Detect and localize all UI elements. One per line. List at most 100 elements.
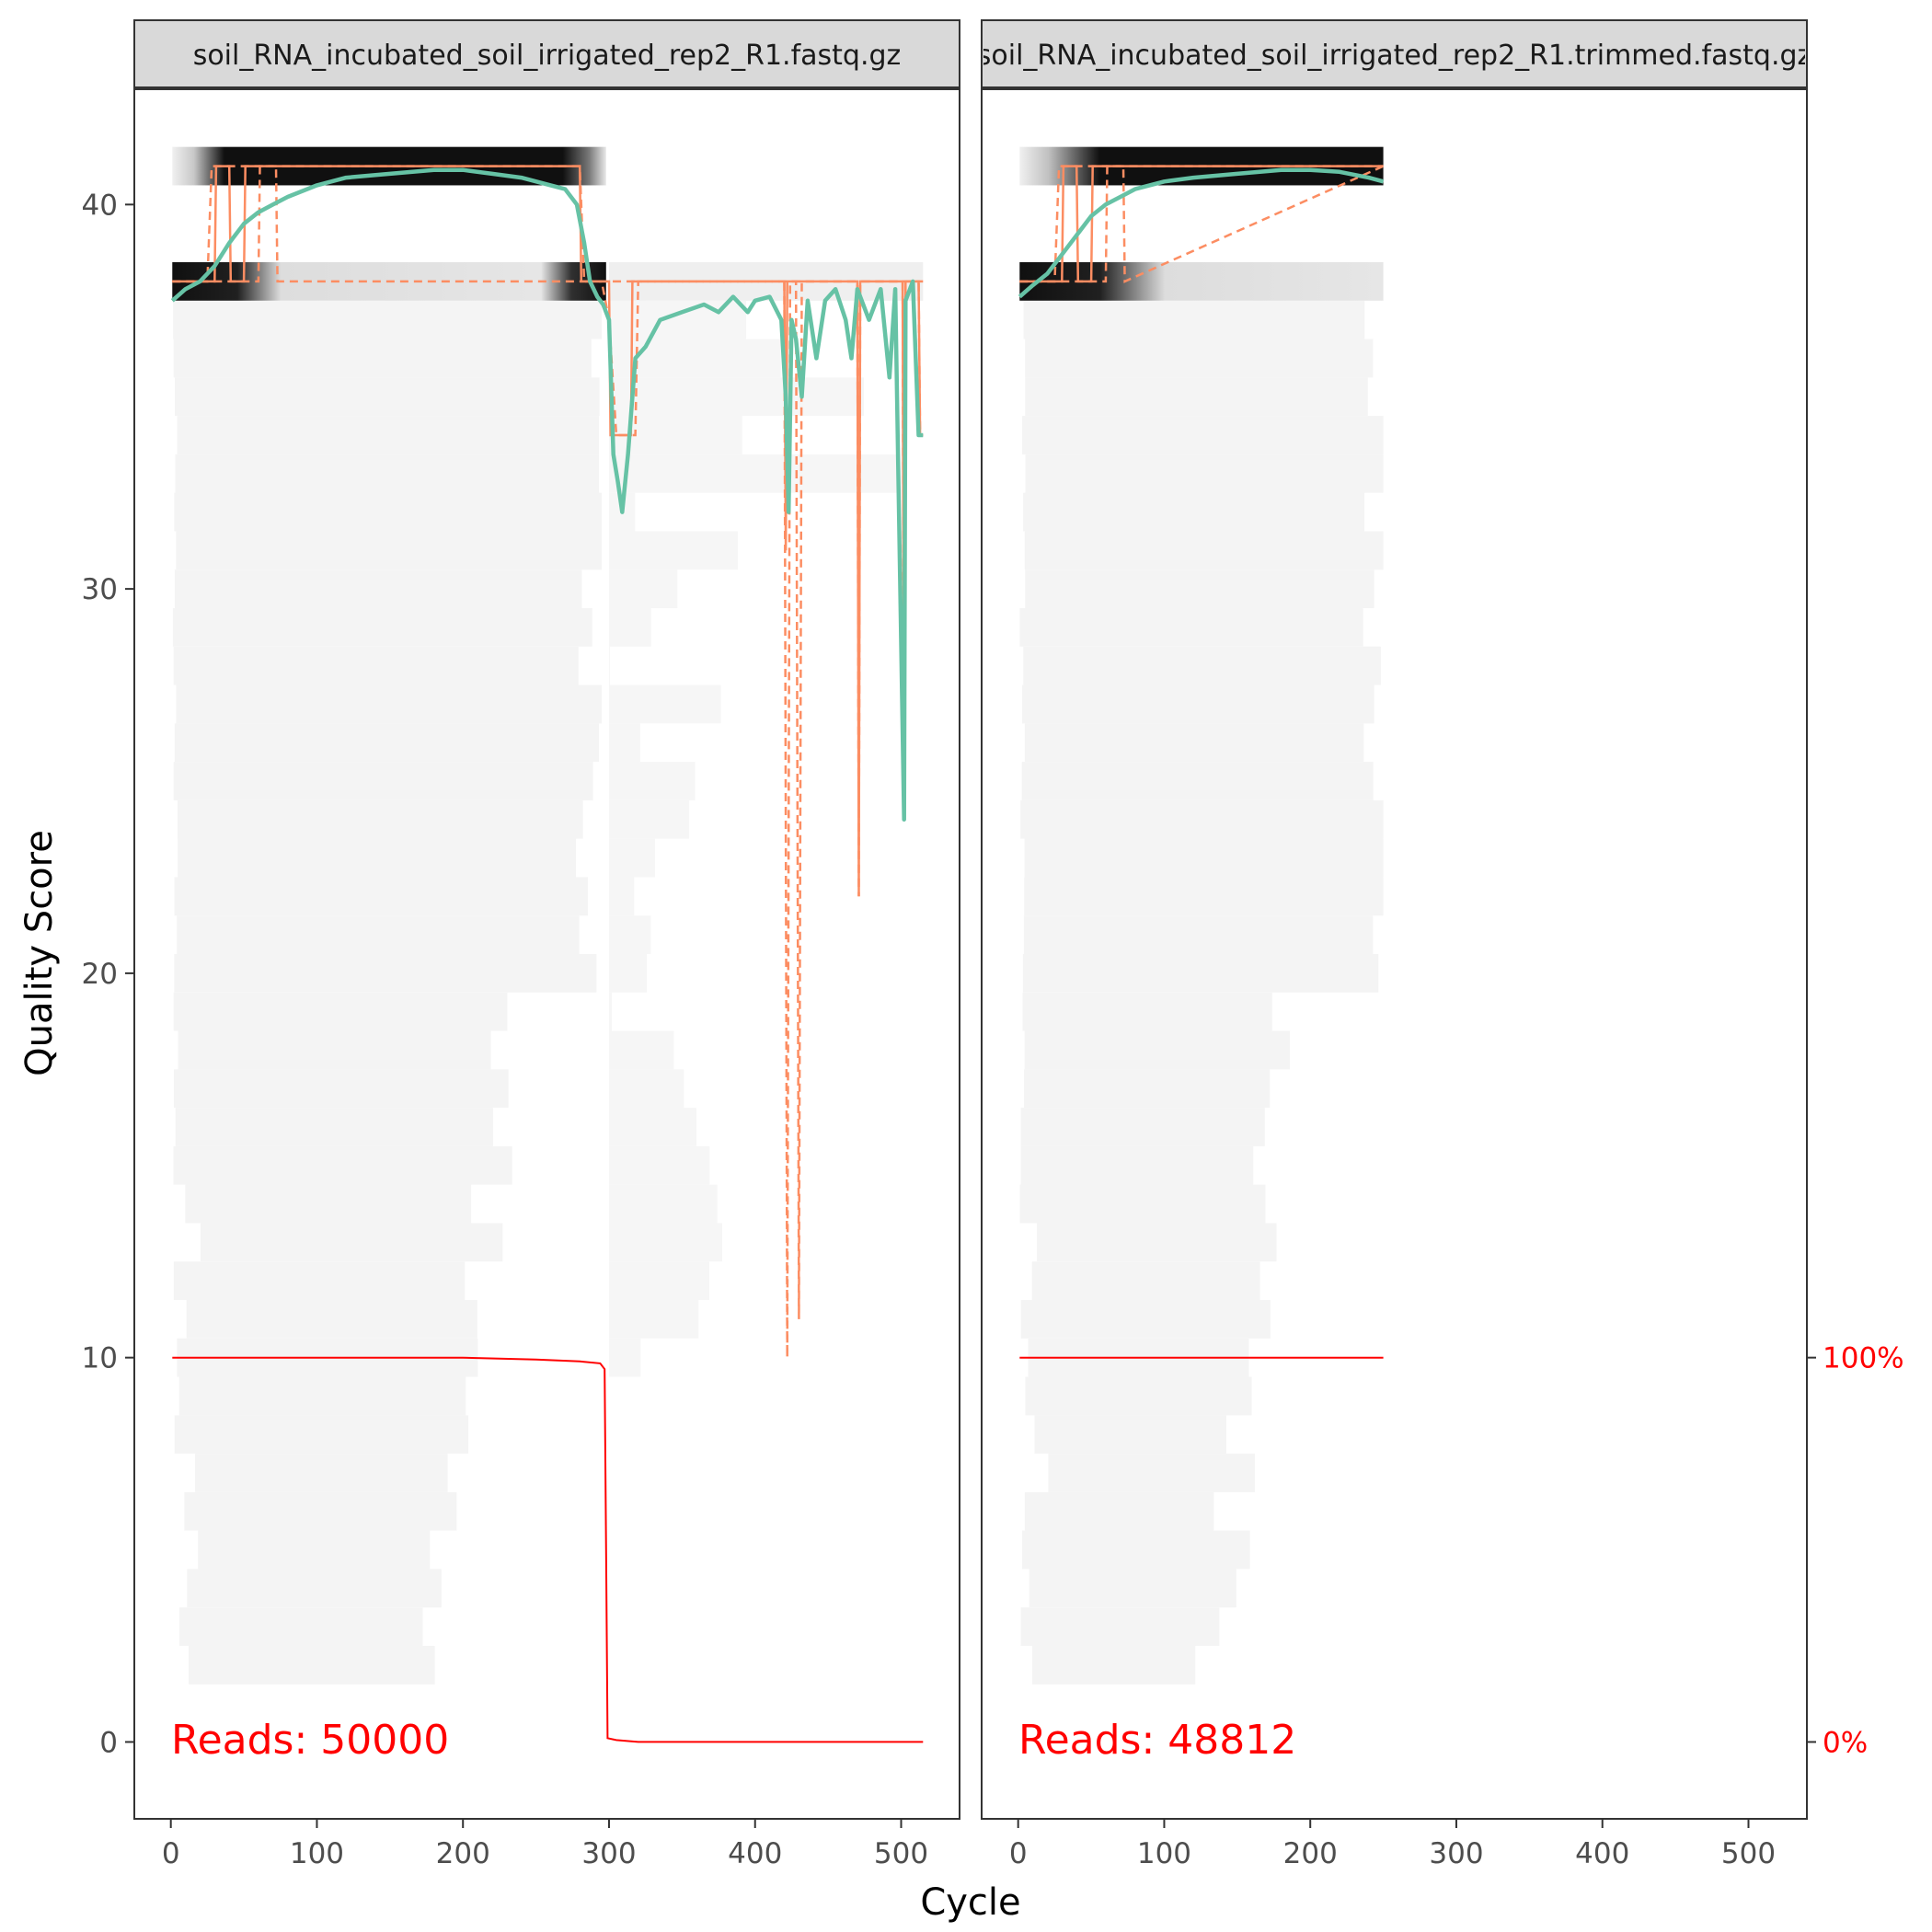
heatmap-tile — [1024, 838, 1384, 878]
heatmap-tile — [608, 954, 648, 993]
panel-raw-facet-label: soil_RNA_incubated_soil_irrigated_rep2_R… — [193, 40, 902, 72]
heatmap-tile — [1048, 1454, 1256, 1492]
heatmap-tile — [173, 339, 592, 378]
heatmap-tile — [1025, 1376, 1252, 1416]
heatmap-tile — [608, 1108, 696, 1146]
cumulative-reads-line — [172, 1356, 924, 1743]
heatmap-tile — [174, 1415, 469, 1455]
y-axis: 0 10 20 30 40 — [82, 189, 134, 1759]
heatmap-tile — [195, 1454, 448, 1492]
heatmap-tile — [185, 1184, 472, 1224]
heatmap-tile — [179, 1607, 423, 1646]
heatmap-tile — [1022, 684, 1374, 724]
heatmap-tile — [1022, 992, 1272, 1031]
heatmap-tile — [1020, 1108, 1265, 1146]
heatmap-tile — [608, 646, 610, 685]
heatmap-tile — [175, 454, 600, 493]
panel-raw-reads-label: Reads: 50000 — [171, 1717, 449, 1764]
heatmap-tile — [1022, 1530, 1250, 1570]
heatmap-tile — [608, 1300, 699, 1339]
x-tick-label: 200 — [1283, 1837, 1338, 1870]
heatmap-tile — [608, 1223, 722, 1262]
heatmap-tile — [186, 1300, 477, 1339]
panel-raw: soil_RNA_incubated_soil_irrigated_rep2_R… — [133, 19, 960, 1870]
y-axis-title: Quality Score — [18, 830, 61, 1076]
heatmap-tile — [175, 1108, 493, 1146]
heatmap-tile — [608, 723, 640, 763]
heatmap-tile — [608, 1184, 718, 1224]
heatmap-tile — [608, 1261, 709, 1300]
heatmap-tile — [608, 799, 690, 839]
heatmap-tile — [174, 954, 597, 993]
heatmap-tile — [1020, 1145, 1254, 1185]
mean-quality-line — [1018, 167, 1385, 299]
x-tick-label: 300 — [581, 1837, 636, 1870]
heatmap-tile — [201, 1223, 503, 1262]
heatmap-tile — [608, 608, 651, 647]
heatmap-tile — [175, 377, 600, 417]
heatmap-tile — [174, 723, 600, 763]
heatmap-tile — [1024, 531, 1384, 570]
heatmap-tile — [178, 838, 577, 878]
heatmap-tile — [1019, 608, 1363, 647]
heatmap-tile — [608, 992, 613, 1031]
heatmap-tile — [608, 1030, 674, 1070]
panel-trimmed-facet-label: soil_RNA_incubated_soil_irrigated_rep2_R… — [977, 40, 1812, 72]
heatmap-tile — [608, 915, 651, 954]
x-tick-label: 400 — [728, 1837, 782, 1870]
panel-raw-lines — [170, 165, 924, 1743]
heatmap-tile — [174, 569, 582, 608]
panel-trimmed-heatmap — [1019, 146, 1384, 1685]
panel-trimmed-strip — [981, 19, 1808, 88]
heatmap-tile — [176, 684, 603, 724]
panel-trimmed-strip-clip: soil_RNA_incubated_soil_irrigated_rep2_R… — [977, 40, 1812, 72]
y-tick-label: 0 — [99, 1726, 118, 1759]
heatmap-tile — [174, 877, 589, 916]
heatmap-tile — [1022, 416, 1384, 454]
heatmap-tile — [1024, 1030, 1291, 1070]
heatmap-tile — [1025, 339, 1374, 378]
heatmap-tile — [176, 531, 603, 570]
x-tick-label: 0 — [162, 1837, 180, 1870]
panel-trimmed: soil_RNA_incubated_soil_irrigated_rep2_R… — [977, 19, 1812, 1870]
panel-raw-strip-clip: soil_RNA_incubated_soil_irrigated_rep2_R… — [193, 40, 902, 72]
heatmap-tile — [178, 1376, 466, 1416]
panel-raw-strip — [133, 19, 960, 88]
heatmap-tile — [177, 915, 580, 954]
heatmap-tile — [173, 300, 603, 339]
heatmap-tile — [184, 1491, 457, 1531]
heatmap-tile — [1037, 1223, 1277, 1262]
panel-trimmed-x-axis: 0 100 200 300 400 500 — [1009, 1819, 1776, 1870]
heatmap-tile — [173, 1145, 512, 1185]
panel-raw-x-axis: 0 100 200 300 400 500 — [162, 1819, 928, 1870]
heatmap-tile — [177, 416, 600, 454]
panel-trimmed-reads-label: Reads: 48812 — [1018, 1717, 1296, 1764]
x-tick-label: 100 — [1137, 1837, 1191, 1870]
heatmap-tile — [172, 608, 592, 647]
mean-quality-line — [170, 167, 924, 822]
heatmap-tile — [608, 684, 721, 724]
heatmap-band-q38 — [1019, 262, 1384, 301]
y-tick-label: 40 — [82, 189, 118, 222]
heatmap-tile — [173, 646, 579, 685]
y-tick-label: 20 — [82, 958, 118, 991]
x-tick-label: 500 — [874, 1837, 928, 1870]
heatmap-tile — [1031, 1261, 1260, 1300]
heatmap-tile — [608, 762, 696, 800]
heatmap-tile — [1029, 1569, 1236, 1608]
x-axis-title: Cycle — [920, 1881, 1020, 1924]
heatmap-tile — [178, 1030, 491, 1070]
heatmap-tile — [1024, 723, 1364, 763]
x-tick-label: 200 — [436, 1837, 490, 1870]
heatmap-tile — [1034, 1415, 1226, 1455]
heatmap-tile — [1031, 1646, 1196, 1685]
heatmap-tile — [1020, 1300, 1271, 1339]
right-tick-label: 100% — [1823, 1342, 1904, 1375]
heatmap-tile — [1024, 1491, 1214, 1531]
heatmap-tile — [1022, 954, 1379, 993]
x-tick-label: 100 — [290, 1837, 344, 1870]
median-quality-line — [1019, 165, 1384, 283]
x-tick-label: 300 — [1429, 1837, 1483, 1870]
heatmap-tile — [608, 569, 678, 608]
heatmap-tile — [1023, 492, 1365, 532]
